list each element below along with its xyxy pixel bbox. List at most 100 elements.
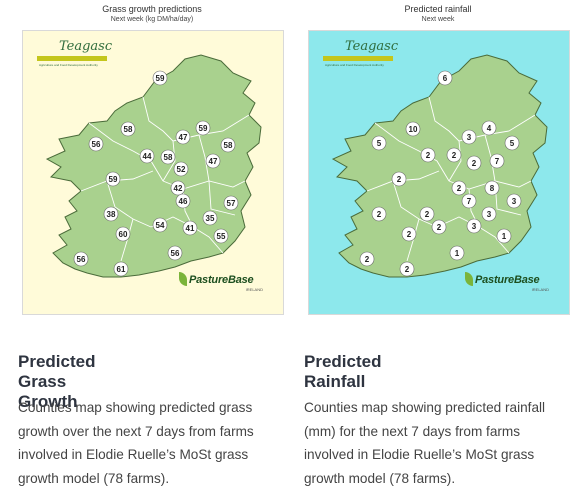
county-value-label: 7: [495, 157, 500, 166]
map-subtitle: Next week: [421, 16, 455, 23]
county-value-label: 54: [156, 221, 165, 230]
county-value-label: 61: [117, 265, 126, 274]
county-border: [392, 180, 438, 228]
rainfall-map[interactable]: 6 10 4 3 5 5 2 2 2 7 2 2 2 8 7 3 3 2 2 3 1 2 1 2 2 Teagasc Agric…: [308, 30, 570, 315]
county-value-label: 2: [405, 265, 410, 274]
county-value-label: 58: [164, 153, 173, 162]
county-value-label: 10: [409, 125, 418, 134]
county-border: [448, 140, 462, 182]
map-title: Grass growth predictions: [102, 4, 202, 14]
county-border: [208, 180, 236, 216]
county-value-marker: [451, 180, 467, 196]
county-value-marker: [202, 210, 218, 226]
county-value-marker: [152, 217, 168, 233]
county-value-marker: [391, 171, 407, 187]
county-value-label: 2: [452, 151, 457, 160]
county-value-marker: [506, 193, 522, 209]
county-value-marker: [220, 137, 236, 153]
county-value-label: 35: [206, 214, 215, 223]
county-value-label: 55: [217, 232, 226, 241]
county-value-label: 3: [487, 210, 492, 219]
county-border: [428, 96, 460, 142]
pasturebase-logo: PastureBase IRELAND: [465, 272, 551, 294]
county-value-label: 57: [227, 199, 236, 208]
teagasc-logo: Teagasc Agriculture and Food Development…: [37, 39, 113, 67]
county-value-marker: [223, 195, 239, 211]
county-value-marker: [205, 153, 221, 169]
card-heading: Predicted Rainfall: [304, 352, 382, 391]
county-value-marker: [213, 228, 229, 244]
county-value-marker: [399, 261, 415, 277]
county-value-label: 2: [457, 184, 462, 193]
county-border: [162, 140, 176, 182]
county-value-marker: [152, 70, 168, 86]
county-value-marker: [359, 251, 375, 267]
grass-growth-map[interactable]: 59 58 47 59 56 44 58 58 52 47 59 42 46 57 38 54 35 60 41 55…: [22, 30, 284, 315]
county-value-label: 3: [512, 197, 517, 206]
county-value-marker: [489, 153, 505, 169]
county-value-label: 59: [109, 175, 118, 184]
county-value-label: 5: [377, 139, 382, 148]
county-value-label: 8: [490, 184, 495, 193]
county-value-label: 2: [425, 210, 430, 219]
county-value-label: 3: [472, 222, 477, 231]
county-value-label: 7: [467, 197, 472, 206]
county-value-marker: [466, 155, 482, 171]
county-value-label: 2: [472, 159, 477, 168]
county-value-marker: [449, 245, 465, 261]
map-title: Predicted rainfall: [404, 4, 472, 14]
county-value-label: 44: [143, 152, 152, 161]
county-value-marker: [431, 219, 447, 235]
county-value-marker: [461, 193, 477, 209]
county-value-marker: [103, 206, 119, 222]
county-value-marker: [446, 147, 462, 163]
county-value-marker: [371, 206, 387, 222]
county-value-marker: [496, 228, 512, 244]
county-value-marker: [371, 135, 387, 151]
county-value-label: 1: [502, 232, 507, 241]
county-value-label: 47: [179, 133, 188, 142]
card-description: Counties map showing predicted grass gro…: [18, 400, 254, 486]
county-value-marker: [73, 251, 89, 267]
card-description: Counties map showing predicted rainfall …: [304, 400, 546, 486]
county-value-marker: [105, 171, 121, 187]
county-value-label: 6: [443, 74, 448, 83]
county-value-label: 5: [510, 139, 515, 148]
county-border: [142, 96, 174, 142]
county-value-marker: [167, 245, 183, 261]
map-subtitle: Next week (kg DM/ha/day): [110, 16, 194, 23]
county-value-label: 38: [107, 210, 116, 219]
county-value-label: 3: [467, 133, 472, 142]
leaf-icon: [465, 272, 473, 286]
county-value-marker: [170, 180, 186, 196]
county-border: [88, 122, 164, 182]
card-heading: Predicted Grass Growth: [18, 352, 96, 411]
county-value-label: 2: [407, 230, 412, 239]
county-value-marker: [195, 120, 211, 136]
county-value-label: 60: [119, 230, 128, 239]
county-value-label: 4: [487, 124, 492, 133]
county-value-marker: [437, 70, 453, 86]
county-value-label: 2: [365, 255, 370, 264]
county-value-marker: [113, 261, 129, 277]
county-value-marker: [139, 148, 155, 164]
county-value-label: 47: [209, 157, 218, 166]
county-value-marker: [160, 149, 176, 165]
county-value-label: 2: [437, 223, 442, 232]
county-value-marker: [182, 220, 198, 236]
county-value-marker: [88, 136, 104, 152]
ireland-map-svg: 59 58 47 59 56 44 58 58 52 47 59 42 46 57 38 54 35 60 41 55…: [45, 54, 262, 278]
county-value-label: 2: [426, 151, 431, 160]
county-value-label: 2: [397, 175, 402, 184]
county-value-label: 56: [171, 249, 180, 258]
county-border: [106, 180, 152, 228]
county-value-label: 1: [455, 249, 460, 258]
county-value-marker: [115, 226, 131, 242]
county-border: [120, 218, 134, 262]
county-value-marker: [401, 226, 417, 242]
county-value-marker: [461, 129, 477, 145]
county-value-label: 41: [186, 224, 195, 233]
county-value-marker: [420, 147, 436, 163]
county-value-marker: [175, 193, 191, 209]
